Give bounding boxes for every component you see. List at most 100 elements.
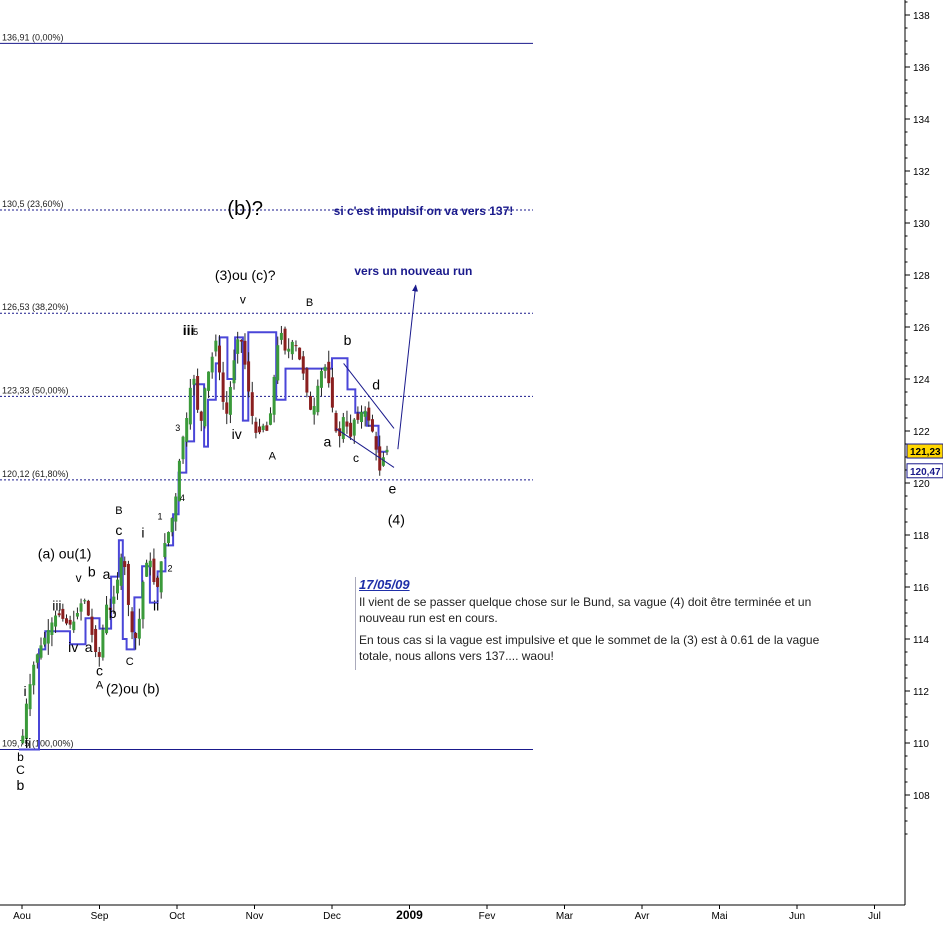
annotation-text: si c'est impulsif on va vers 137!: [334, 204, 514, 218]
fib-level-label: 130,5 (23,60%): [2, 199, 64, 209]
candle-body: [272, 376, 276, 415]
x-tick-label: 2009: [396, 908, 423, 922]
x-tick-label: Aou: [13, 911, 31, 922]
wave-label: C: [16, 763, 25, 777]
candle-body: [148, 560, 152, 568]
y-tick-label: 132: [913, 167, 930, 178]
trendline: [343, 363, 395, 429]
x-tick-label: Jul: [868, 911, 881, 922]
candle-body: [196, 376, 200, 410]
candle-body: [68, 619, 72, 625]
candle-body: [130, 611, 134, 633]
candle-body: [119, 557, 123, 586]
candle-body: [334, 412, 338, 432]
candle-body: [345, 421, 349, 427]
candle-body: [312, 406, 316, 415]
candle-body: [185, 418, 189, 442]
candle-body: [21, 735, 25, 744]
fib-level-label: 123,33 (50,00%): [2, 385, 69, 395]
wave-label: e: [389, 480, 397, 496]
candle-body: [258, 426, 262, 433]
candle-body: [239, 340, 243, 342]
candle-body: [32, 664, 36, 686]
fib-level-label: 136,91 (0,00%): [2, 32, 64, 42]
candle-body: [236, 339, 240, 354]
candle-body: [123, 561, 127, 568]
candle-body: [90, 616, 94, 635]
candle-body: [356, 413, 360, 420]
x-tick-label: Dec: [323, 911, 341, 922]
candle-body: [247, 361, 251, 392]
y-tick-label: 120: [913, 479, 930, 490]
y-tick-label: 134: [913, 115, 930, 126]
candle-body: [378, 446, 382, 471]
y-tick-label: 126: [913, 323, 930, 334]
candle-body: [283, 328, 287, 351]
note-date[interactable]: 17/05/09: [359, 577, 410, 592]
wave-label: 4: [180, 493, 185, 503]
wave-label: C: [126, 656, 134, 668]
candle-body: [298, 347, 302, 360]
envelope-line: [18, 331, 387, 751]
candle-body: [156, 577, 160, 587]
candle-body: [79, 603, 83, 612]
candle-body: [349, 422, 353, 437]
candle-body: [232, 360, 236, 384]
y-tick-label: 112: [913, 687, 929, 698]
price-badge: [906, 443, 943, 459]
y-tick-label: 124: [913, 375, 930, 386]
y-tick-label: 130: [913, 219, 930, 230]
analysis-note: 17/05/09 Il vient de se passer quelque c…: [355, 577, 839, 670]
candle-body: [203, 388, 207, 427]
candle-body: [199, 411, 203, 421]
candle-body: [105, 604, 109, 634]
candle-body: [108, 607, 112, 610]
candle-body: [46, 630, 50, 644]
candle-body: [287, 348, 291, 352]
candle-body: [279, 332, 283, 340]
candle-body: [141, 581, 145, 620]
x-tick-label: Nov: [246, 911, 264, 922]
wave-label: A: [269, 451, 277, 463]
candle-body: [265, 425, 269, 431]
candle-body: [309, 396, 313, 410]
wave-label: ii: [153, 597, 159, 613]
candle-body: [177, 460, 181, 502]
wave-label: 3: [175, 423, 180, 433]
fib-level-label: 109,75 (100,00%): [2, 739, 74, 749]
candle-body: [319, 370, 323, 388]
x-tick-label: Jun: [789, 911, 805, 922]
price-badge-label: 120,47: [910, 467, 941, 478]
wave-label: ii: [25, 735, 31, 751]
wave-label: (2)ou (b): [106, 681, 160, 697]
candle-body: [35, 654, 39, 663]
candle-body: [86, 600, 90, 616]
y-tick-label: 136: [913, 63, 930, 74]
wave-label: b: [109, 605, 117, 621]
candle-body: [268, 413, 272, 425]
wave-label: a: [323, 434, 331, 450]
wave-label: c: [96, 662, 103, 678]
candle-body: [301, 356, 305, 374]
candle-body: [97, 652, 101, 657]
candle-body: [50, 622, 54, 635]
candle-body: [166, 532, 170, 544]
candle-body: [228, 387, 232, 415]
candle-body: [254, 421, 258, 433]
candle-body: [152, 558, 156, 583]
annotation-text: vers un nouveau run: [354, 264, 472, 278]
wave-label: c: [353, 451, 359, 465]
candle-body: [28, 684, 32, 710]
wave-label: (a) ou(1): [38, 545, 92, 561]
candle-body: [330, 377, 334, 408]
fib-level-label: 126,53 (38,20%): [2, 302, 69, 312]
candle-body: [327, 361, 331, 384]
candle-body: [374, 436, 378, 450]
candle-body: [83, 600, 87, 602]
candle-body: [250, 392, 254, 416]
wave-label: (b)?: [227, 198, 263, 220]
y-tick-label: 128: [913, 271, 930, 282]
candle-body: [370, 419, 374, 432]
x-tick-label: Avr: [635, 911, 650, 922]
